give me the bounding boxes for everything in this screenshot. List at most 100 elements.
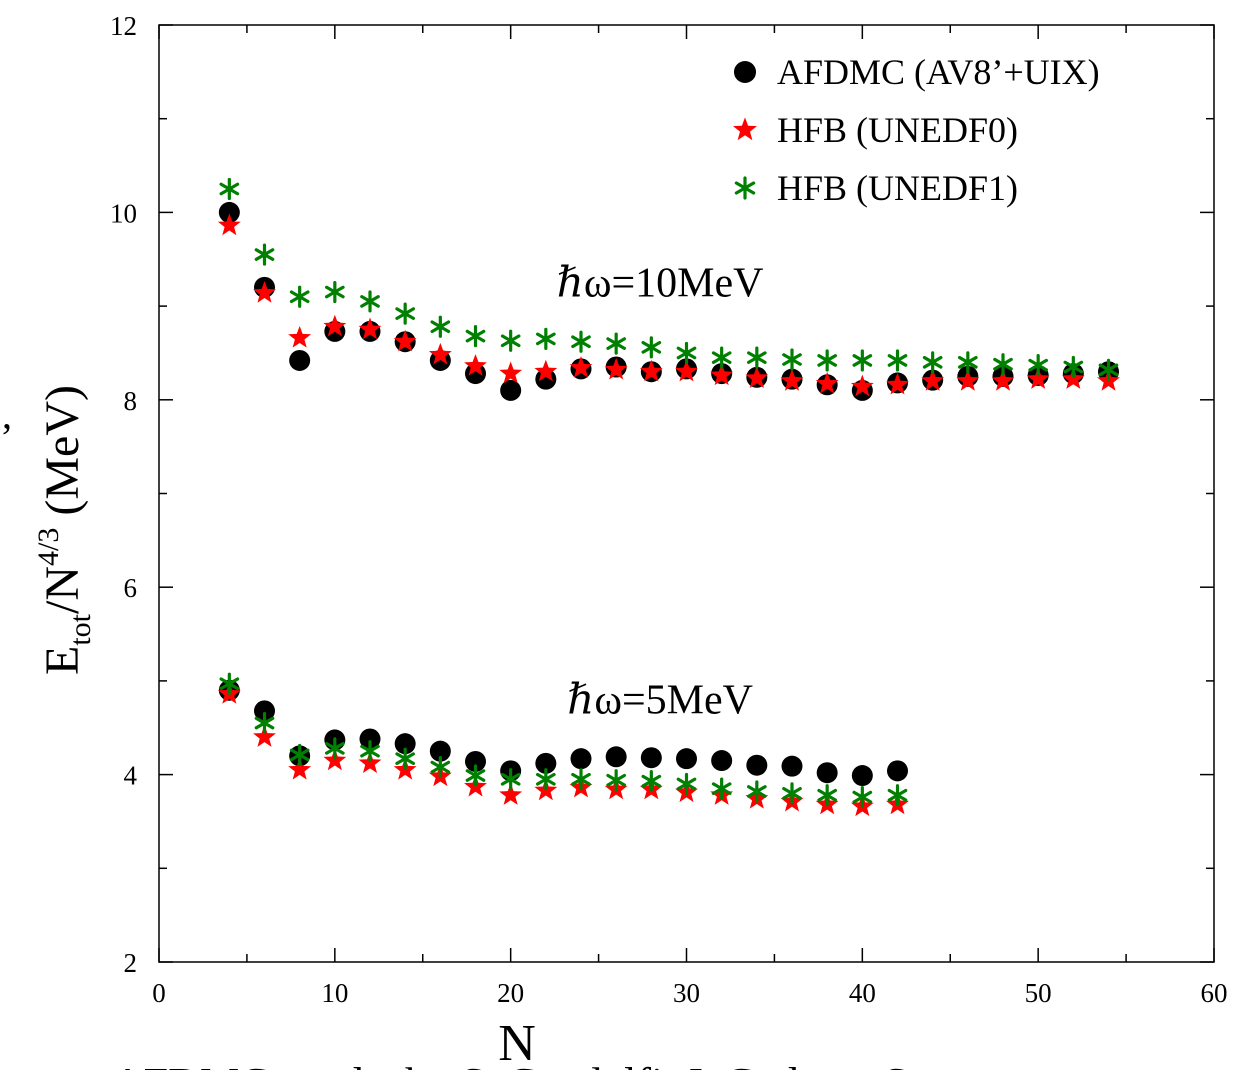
x-tick-label: 0: [152, 978, 166, 1008]
point-circle: [535, 752, 557, 774]
point-asterisk: [606, 332, 626, 355]
point-star: [569, 355, 593, 378]
point-asterisk: [817, 784, 837, 807]
point-asterisk: [817, 349, 837, 372]
point-star: [886, 372, 909, 395]
point-circle: [816, 762, 838, 784]
caption: AFDMC results by S. Gandolfi, J. Carlson…: [112, 1059, 981, 1070]
point-star: [921, 369, 945, 391]
legend-label: HFB (UNEDF0): [777, 110, 1018, 150]
point-star: [956, 369, 980, 391]
point-asterisk: [571, 330, 591, 353]
point-star: [639, 359, 663, 382]
point-asterisk: [993, 353, 1013, 376]
point-star: [288, 325, 312, 348]
point-circle: [465, 363, 486, 385]
left-fragment: ,: [2, 392, 12, 437]
x-tick-label: 60: [1201, 978, 1228, 1008]
point-asterisk: [747, 346, 767, 369]
point-asterisk: [711, 346, 732, 369]
point-asterisk: [922, 351, 943, 374]
x-tick-label: 50: [1025, 978, 1052, 1008]
point-asterisk: [641, 336, 662, 359]
annotations: ℏω=10MeV ℏω=5MeV: [557, 261, 764, 724]
point-circle: [394, 733, 416, 755]
point-asterisk: [852, 785, 873, 809]
point-asterisk: [676, 772, 697, 796]
axis-ticks: [158, 24, 1215, 963]
point-asterisk: [430, 756, 451, 779]
point-star: [217, 213, 241, 236]
y-tick-label: 10: [110, 198, 137, 228]
point-asterisk: [360, 290, 380, 313]
point-star: [253, 280, 276, 303]
x-tick-label: 20: [497, 978, 524, 1008]
annotation: ℏω=10MeV: [557, 261, 764, 307]
x-tick-label: 10: [321, 978, 348, 1008]
point-circle: [676, 748, 697, 770]
point-star: [499, 783, 523, 805]
point-circle: [605, 746, 627, 768]
point-circle: [887, 760, 908, 782]
point-asterisk: [430, 315, 451, 338]
point-asterisk: [1028, 354, 1048, 377]
point-star: [745, 366, 769, 388]
point-star: [815, 371, 839, 394]
point-star: [534, 359, 558, 382]
point-asterisk: [958, 351, 978, 374]
x-tick-label: 30: [673, 978, 700, 1008]
point-asterisk: [747, 780, 767, 803]
point-asterisk: [395, 747, 415, 770]
legend-label: AFDMC (AV8’+UIX): [777, 52, 1100, 92]
point-star: [604, 357, 628, 380]
legend-label: HFB (UNEDF1): [777, 168, 1018, 208]
point-circle: [254, 700, 275, 722]
point-star: [358, 317, 382, 340]
point-asterisk: [360, 740, 380, 763]
point-star: [428, 342, 452, 365]
point-asterisk: [711, 777, 732, 800]
x-tick-label: 40: [849, 978, 876, 1008]
point-asterisk: [571, 768, 591, 791]
point-circle: [535, 368, 557, 390]
y-label-sub: tot: [64, 613, 97, 645]
point-asterisk: [465, 764, 486, 787]
point-star: [323, 314, 347, 337]
point-circle: [218, 201, 240, 223]
y-label-unit: (MeV): [36, 385, 89, 528]
x-axis-label: N: [498, 1015, 536, 1070]
point-asterisk: [254, 711, 275, 735]
point-asterisk: [219, 672, 240, 695]
point-asterisk: [465, 324, 486, 348]
point-star: [393, 329, 417, 352]
point-circle: [781, 755, 803, 777]
point-asterisk: [500, 329, 521, 352]
point-star: [464, 354, 487, 376]
y-tick-label: 2: [124, 948, 138, 978]
legend-marker-star: [733, 117, 757, 141]
point-asterisk: [782, 782, 802, 805]
y-axis-label: Etot/N4/3 (MeV): [32, 385, 97, 675]
point-star: [499, 361, 523, 384]
point-circle: [570, 748, 592, 770]
point-asterisk: [641, 770, 662, 793]
y-tick-label: 8: [124, 386, 138, 416]
point-asterisk: [219, 177, 240, 201]
point-asterisk: [289, 285, 310, 308]
point-asterisk: [500, 768, 521, 791]
point-star: [850, 374, 874, 397]
point-star: [288, 757, 312, 780]
plot-frame: [158, 24, 1215, 963]
point-asterisk: [254, 243, 275, 266]
y-tick-label: 6: [124, 573, 138, 603]
point-asterisk: [887, 349, 908, 372]
point-star: [991, 369, 1015, 391]
point-circle: [851, 765, 873, 787]
point-asterisk: [1063, 355, 1084, 379]
point-star: [675, 359, 698, 382]
point-asterisk: [325, 737, 345, 760]
y-label-sup: 4/3: [32, 528, 65, 566]
point-circle: [746, 754, 768, 776]
point-asterisk: [676, 341, 697, 365]
point-asterisk: [1098, 358, 1119, 381]
